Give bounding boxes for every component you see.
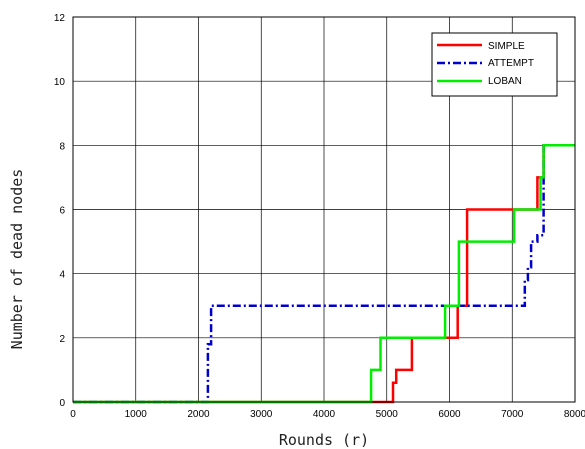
y-tick-label: 0 xyxy=(59,398,65,409)
legend: SIMPLE ATTEMPT LOBAN xyxy=(431,32,558,97)
x-axis-title: Rounds (r) xyxy=(279,431,369,449)
x-tick-label: 6000 xyxy=(438,409,461,420)
series-line-loban xyxy=(73,144,575,404)
y-tick-label: 12 xyxy=(54,13,66,24)
x-tick-label: 5000 xyxy=(376,409,399,420)
y-tick-label: 10 xyxy=(54,77,66,88)
x-tick-labels: 0 1000 2000 3000 4000 5000 6000 7000 8000 xyxy=(70,409,585,420)
x-tick-label: 1000 xyxy=(125,409,148,420)
x-tick-label: 3000 xyxy=(250,409,273,420)
legend-label-loban: LOBAN xyxy=(488,76,522,87)
y-tick-label: 6 xyxy=(59,206,65,217)
legend-label-simple: SIMPLE xyxy=(488,41,525,52)
y-tick-label: 2 xyxy=(59,334,65,345)
y-axis-title: Number of dead nodes xyxy=(8,169,26,350)
series-line-attempt xyxy=(73,144,575,404)
x-tick-label: 4000 xyxy=(313,409,336,420)
y-tick-labels: 0 2 4 6 8 10 12 xyxy=(54,13,66,409)
x-tick-label: 7000 xyxy=(501,409,524,420)
series-lines xyxy=(73,144,575,404)
y-tick-label: 8 xyxy=(59,141,65,152)
y-tick-label: 4 xyxy=(59,270,65,281)
legend-box xyxy=(431,32,558,97)
x-tick-label: 0 xyxy=(70,409,76,420)
x-tick-label: 8000 xyxy=(564,409,585,420)
x-tick-label: 2000 xyxy=(187,409,210,420)
plot-frame xyxy=(72,16,576,403)
legend-label-attempt: ATTEMPT xyxy=(488,58,534,69)
